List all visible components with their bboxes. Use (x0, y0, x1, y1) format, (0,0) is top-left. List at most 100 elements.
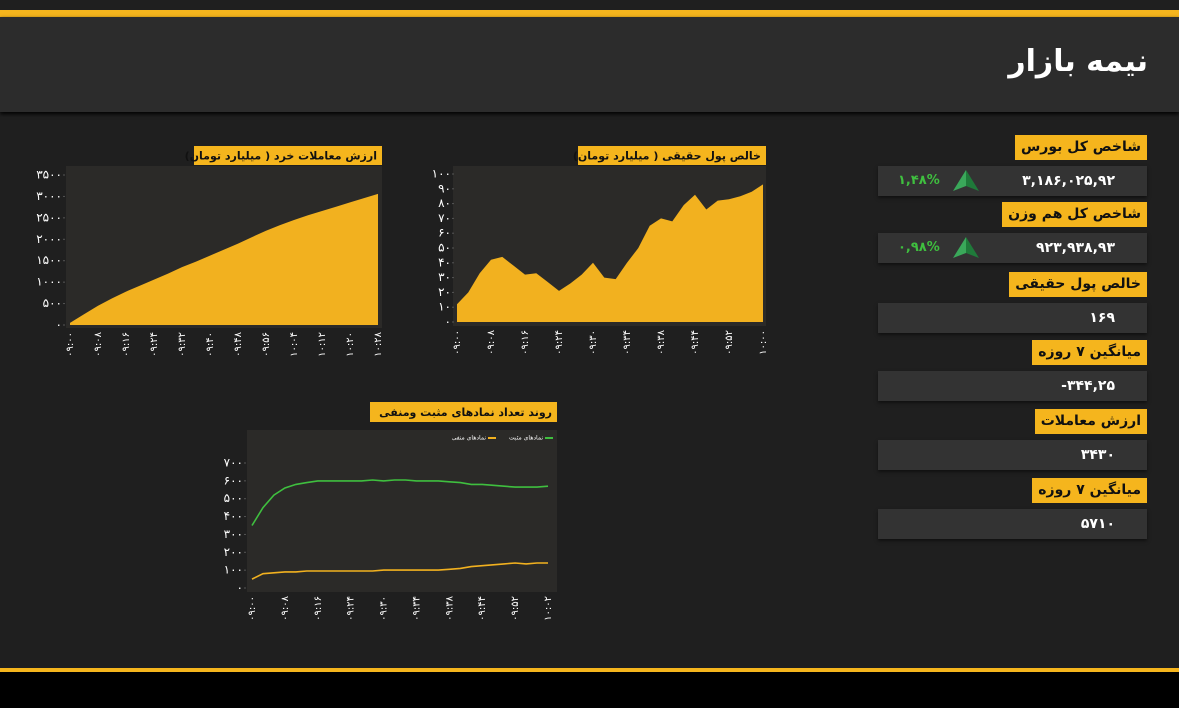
stat-value: ۹۲۳,۹۳۸,۹۳ (1036, 240, 1115, 256)
x-tick-label: ۰۹:۴۴ (690, 330, 701, 355)
stat-change: ۱,۴۸% (898, 173, 940, 188)
header (0, 17, 1179, 112)
x-tick-label: ۱۰:۰۰ (758, 330, 769, 355)
y-tick-label: ۱۰۰ (432, 167, 451, 181)
x-tick-label: ۰۹:۵۲ (510, 596, 521, 621)
y-tick-label: ۳۵۰۰ (36, 168, 62, 182)
bottom-bar (0, 672, 1179, 708)
chart-title: ارزش معاملات خرد ( میلیارد تومان) (185, 150, 377, 163)
chart-title: خالص پول حقیقی ( میلیارد تومان) (573, 150, 761, 163)
x-tick-label: ۰۹:۴۸ (233, 331, 244, 356)
x-tick-label: ۰۹:۰۸ (280, 595, 291, 620)
stat-label: شاخص کل بورس (1014, 135, 1147, 160)
y-tick-label: ۸۰ (438, 196, 451, 210)
line (251, 562, 548, 580)
y-tick-label: ۶۰۰ (224, 473, 243, 487)
y-tick-label: ۷۰ (438, 211, 451, 225)
y-tick-label: ۵۰۰ (224, 491, 243, 505)
y-tick-label: ۲۰ (438, 285, 451, 299)
y-tick-label: ۵۰ (438, 241, 451, 255)
x-tick-label: ۰۹:۰۸ (486, 329, 497, 354)
x-tick-label: ۰۹:۳۸ (444, 595, 455, 620)
up-arrow (953, 237, 979, 258)
y-tick-label: ۰ (237, 581, 243, 595)
area (70, 193, 378, 325)
plot-background (247, 430, 557, 592)
y-tick-label: ۰ (56, 318, 62, 332)
y-tick-label: ۴۰ (438, 255, 451, 269)
y-tick-label: ۱۰۰۰ (36, 275, 62, 289)
x-tick-label: ۰۹:۳۰ (379, 596, 390, 621)
x-tick-label: ۰۹:۵۲ (724, 330, 735, 355)
x-tick-label: ۰۹:۴۰ (205, 332, 216, 357)
x-tick-label: ۰۹:۲۴ (554, 330, 565, 355)
stat-value: ۳,۱۸۶,۰۲۵,۹۲ (1022, 173, 1115, 189)
x-tick-label: ۰۹:۲۴ (346, 596, 357, 621)
x-tick-label: ۰۹:۳۴ (622, 330, 633, 355)
stat-value: ۵۷۱۰ (1080, 516, 1115, 532)
y-tick-label: ۱۵۰۰ (36, 253, 62, 267)
stat-row: -۳۴۴,۲۵ (878, 371, 1147, 401)
x-tick-label: ۰۹:۴۴ (477, 596, 488, 621)
y-tick-label: ۴۰۰ (224, 509, 243, 523)
y-tick-label: ۲۵۰۰ (36, 210, 62, 224)
x-tick-label: ۱۰:۱۲ (317, 332, 328, 357)
y-tick-label: ۰ (445, 315, 451, 329)
x-tick-label: ۱۰:۲۸ (373, 331, 384, 356)
chart-title-box (370, 402, 557, 422)
x-tick-label: ۰۹:۱۶ (313, 596, 324, 621)
stat-label: شاخص کل هم وزن (1002, 202, 1147, 227)
stat-row: ۳,۱۸۶,۰۲۵,۹۲ ۱,۴۸% (878, 166, 1147, 196)
x-tick-label: ۰۹:۵۶ (261, 332, 272, 357)
stat-label: میانگین ۷ روزه (1032, 340, 1147, 365)
stat-label: میانگین ۷ روزه (1032, 478, 1147, 503)
x-tick-label: ۱۰:۲۰ (345, 332, 356, 357)
chart-title-box (194, 146, 382, 165)
stat-row: ۳۴۳۰ (878, 440, 1147, 470)
x-tick-label: ۰۹:۰۸ (93, 331, 104, 356)
y-tick-label: ۱۰ (438, 300, 451, 314)
x-tick-label: ۰۹:۱۶ (121, 332, 132, 357)
bottom-line (0, 668, 1179, 672)
x-tick-label: ۰۹:۰۰ (65, 332, 76, 357)
y-tick-label: ۱۰۰ (224, 563, 243, 577)
x-tick-label: ۰۹:۰۰ (247, 596, 258, 621)
chart-title: روند تعداد نمادهای مثبت ومنفی (379, 406, 552, 419)
legend-label: نمادهای منفی (452, 435, 487, 442)
legend-label: نمادهای مثبت (509, 435, 543, 442)
x-tick-label: ۰۹:۳۸ (656, 329, 667, 354)
y-tick-label: ۲۰۰۰ (36, 232, 62, 246)
line (251, 479, 549, 526)
stat-change: ۰,۹۸% (898, 240, 940, 255)
stat-label: خالص پول حقیقی (1009, 272, 1147, 297)
y-tick-label: ۹۰ (438, 181, 451, 195)
stat-label: ارزش معاملات (1034, 409, 1147, 434)
y-tick-label: ۳۰۰ (224, 527, 243, 541)
chart-title-box (578, 146, 766, 165)
x-tick-label: ۱۰:۰۴ (289, 332, 300, 357)
area (457, 184, 763, 322)
y-tick-label: ۲۰۰ (224, 545, 243, 559)
x-tick-label: ۰۹:۱۶ (520, 330, 531, 355)
y-tick-label: ۳۰۰۰ (36, 189, 62, 203)
stat-value: ۳۴۳۰ (1080, 447, 1115, 463)
stat-row: ۵۷۱۰ (878, 509, 1147, 539)
x-tick-label: ۱۰:۰۲ (543, 596, 554, 621)
x-tick-label: ۰۹:۳۲ (177, 332, 188, 357)
page-title: نیمه بازار (1008, 44, 1148, 79)
y-tick-label: ۶۰ (438, 226, 451, 240)
x-tick-label: ۰۹:۳۰ (588, 330, 599, 355)
stat-row: ۱۶۹ (878, 303, 1147, 333)
y-tick-label: ۵۰۰ (43, 296, 62, 310)
stat-row: ۹۲۳,۹۳۸,۹۳ ۰,۹۸% (878, 233, 1147, 263)
x-tick-label: ۰۹:۲۴ (149, 332, 160, 357)
y-tick-label: ۳۰ (438, 270, 451, 284)
stat-value: -۳۴۴,۲۵ (1061, 378, 1115, 394)
top-bar (0, 10, 1179, 17)
x-tick-label: ۰۹:۳۴ (411, 596, 422, 621)
stat-value: ۱۶۹ (1089, 310, 1115, 326)
x-tick-label: ۰۹:۰۰ (452, 330, 463, 355)
y-tick-label: ۷۰۰ (224, 456, 243, 470)
